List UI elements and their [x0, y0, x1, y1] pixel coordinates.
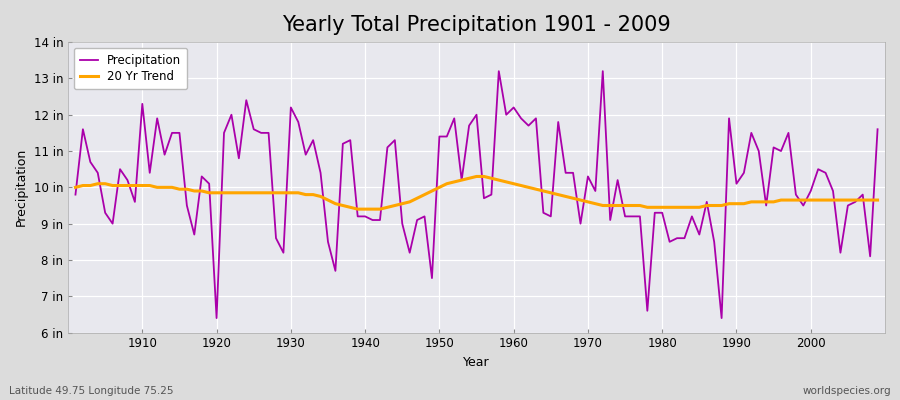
Text: worldspecies.org: worldspecies.org: [803, 386, 891, 396]
Precipitation: [130, 200, 140, 204]
20 Yr Trend: [352, 207, 363, 212]
20 Yr Trend: [70, 185, 81, 190]
Legend: Precipitation, 20 Yr Trend: Precipitation, 20 Yr Trend: [74, 48, 187, 89]
20 Yr Trend: [523, 185, 534, 190]
20 Yr Trend: [471, 174, 482, 179]
Precipitation: [212, 316, 222, 320]
20 Yr Trend: [338, 203, 348, 208]
Precipitation: [70, 192, 81, 197]
Text: Latitude 49.75 Longitude 75.25: Latitude 49.75 Longitude 75.25: [9, 386, 174, 396]
Precipitation: [493, 69, 504, 74]
20 Yr Trend: [872, 198, 883, 202]
X-axis label: Year: Year: [464, 356, 490, 369]
20 Yr Trend: [292, 190, 303, 195]
Y-axis label: Precipitation: Precipitation: [15, 148, 28, 226]
20 Yr Trend: [516, 183, 526, 188]
Precipitation: [612, 178, 623, 182]
Precipitation: [301, 152, 311, 157]
Title: Yearly Total Precipitation 1901 - 2009: Yearly Total Precipitation 1901 - 2009: [282, 15, 670, 35]
Precipitation: [345, 138, 356, 142]
20 Yr Trend: [130, 183, 140, 188]
Precipitation: [872, 127, 883, 132]
Precipitation: [516, 116, 526, 121]
Line: 20 Yr Trend: 20 Yr Trend: [76, 176, 878, 209]
Precipitation: [523, 123, 534, 128]
Line: Precipitation: Precipitation: [76, 71, 878, 318]
20 Yr Trend: [612, 203, 623, 208]
